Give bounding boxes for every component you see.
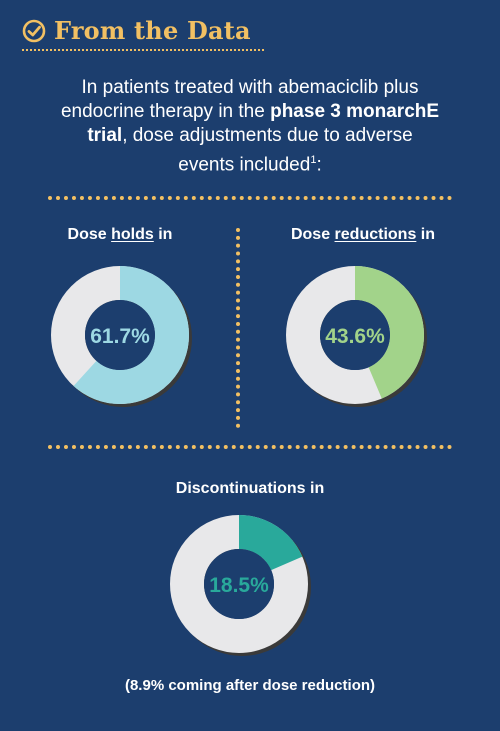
intro-line-4-tail: : bbox=[316, 154, 322, 176]
footnote-note: (8.9% coming after dose reduction) bbox=[124, 677, 376, 694]
donut-reductions-svg: 43.6% bbox=[286, 266, 427, 407]
divider-top bbox=[48, 196, 452, 200]
holds-center bbox=[85, 300, 155, 370]
holds-value-label: 61.7% bbox=[90, 325, 150, 348]
reductions-label-prefix: Dose bbox=[290, 226, 335, 243]
reductions-label: Dose reductions in bbox=[268, 226, 458, 244]
holds-label-emph: holds bbox=[111, 226, 154, 243]
intro-line-3b: , dose adjustments due to adverse bbox=[122, 125, 413, 146]
reductions-center bbox=[320, 300, 390, 370]
divider-vertical bbox=[236, 228, 240, 428]
donut-discontinuations: 18.5% bbox=[169, 514, 311, 659]
holds-label: Dose holds in bbox=[30, 226, 210, 244]
trial-name: phase 3 monarchE bbox=[270, 101, 440, 122]
discontinuations-value-arc bbox=[170, 515, 308, 653]
section-header: From the Data bbox=[22, 16, 264, 51]
holds-label-prefix: Dose bbox=[67, 226, 112, 243]
reductions-value-label: 43.6% bbox=[325, 325, 385, 348]
reductions-label-suffix: in bbox=[416, 226, 436, 243]
intro-text: In patients treated with abemaciclib plu… bbox=[0, 76, 500, 177]
reductions-value-arc bbox=[286, 266, 424, 404]
holds-value-arc bbox=[51, 266, 189, 404]
footnote-ref: 1 bbox=[310, 154, 317, 166]
donut-reductions: 43.6% bbox=[285, 265, 427, 410]
divider-middle bbox=[48, 445, 452, 449]
discontinuations-value-label: 18.5% bbox=[209, 574, 269, 597]
intro-line-2a: endocrine therapy in the bbox=[60, 101, 271, 122]
donut-holds: 61.7% bbox=[50, 265, 192, 410]
reductions-label-emph: reductions bbox=[334, 226, 417, 243]
discontinuations-label: Discontinuations in bbox=[175, 480, 325, 497]
donut-holds-svg: 61.7% bbox=[51, 266, 192, 407]
donut-discontinuations-svg: 18.5% bbox=[170, 515, 311, 656]
intro-line-4: events included1: bbox=[0, 148, 500, 177]
intro-line-3: trial, dose adjustments due to adverse bbox=[0, 124, 500, 148]
intro-line-4-text: events included bbox=[178, 154, 311, 176]
page-title: From the Data bbox=[54, 16, 251, 45]
discontinuations-center bbox=[204, 549, 274, 619]
trial-word: trial bbox=[87, 125, 123, 146]
intro-line-2: endocrine therapy in the phase 3 monarch… bbox=[0, 100, 500, 124]
holds-label-suffix: in bbox=[153, 226, 173, 243]
check-circle-icon bbox=[22, 19, 46, 42]
intro-line-1: In patients treated with abemaciclib plu… bbox=[81, 77, 419, 98]
